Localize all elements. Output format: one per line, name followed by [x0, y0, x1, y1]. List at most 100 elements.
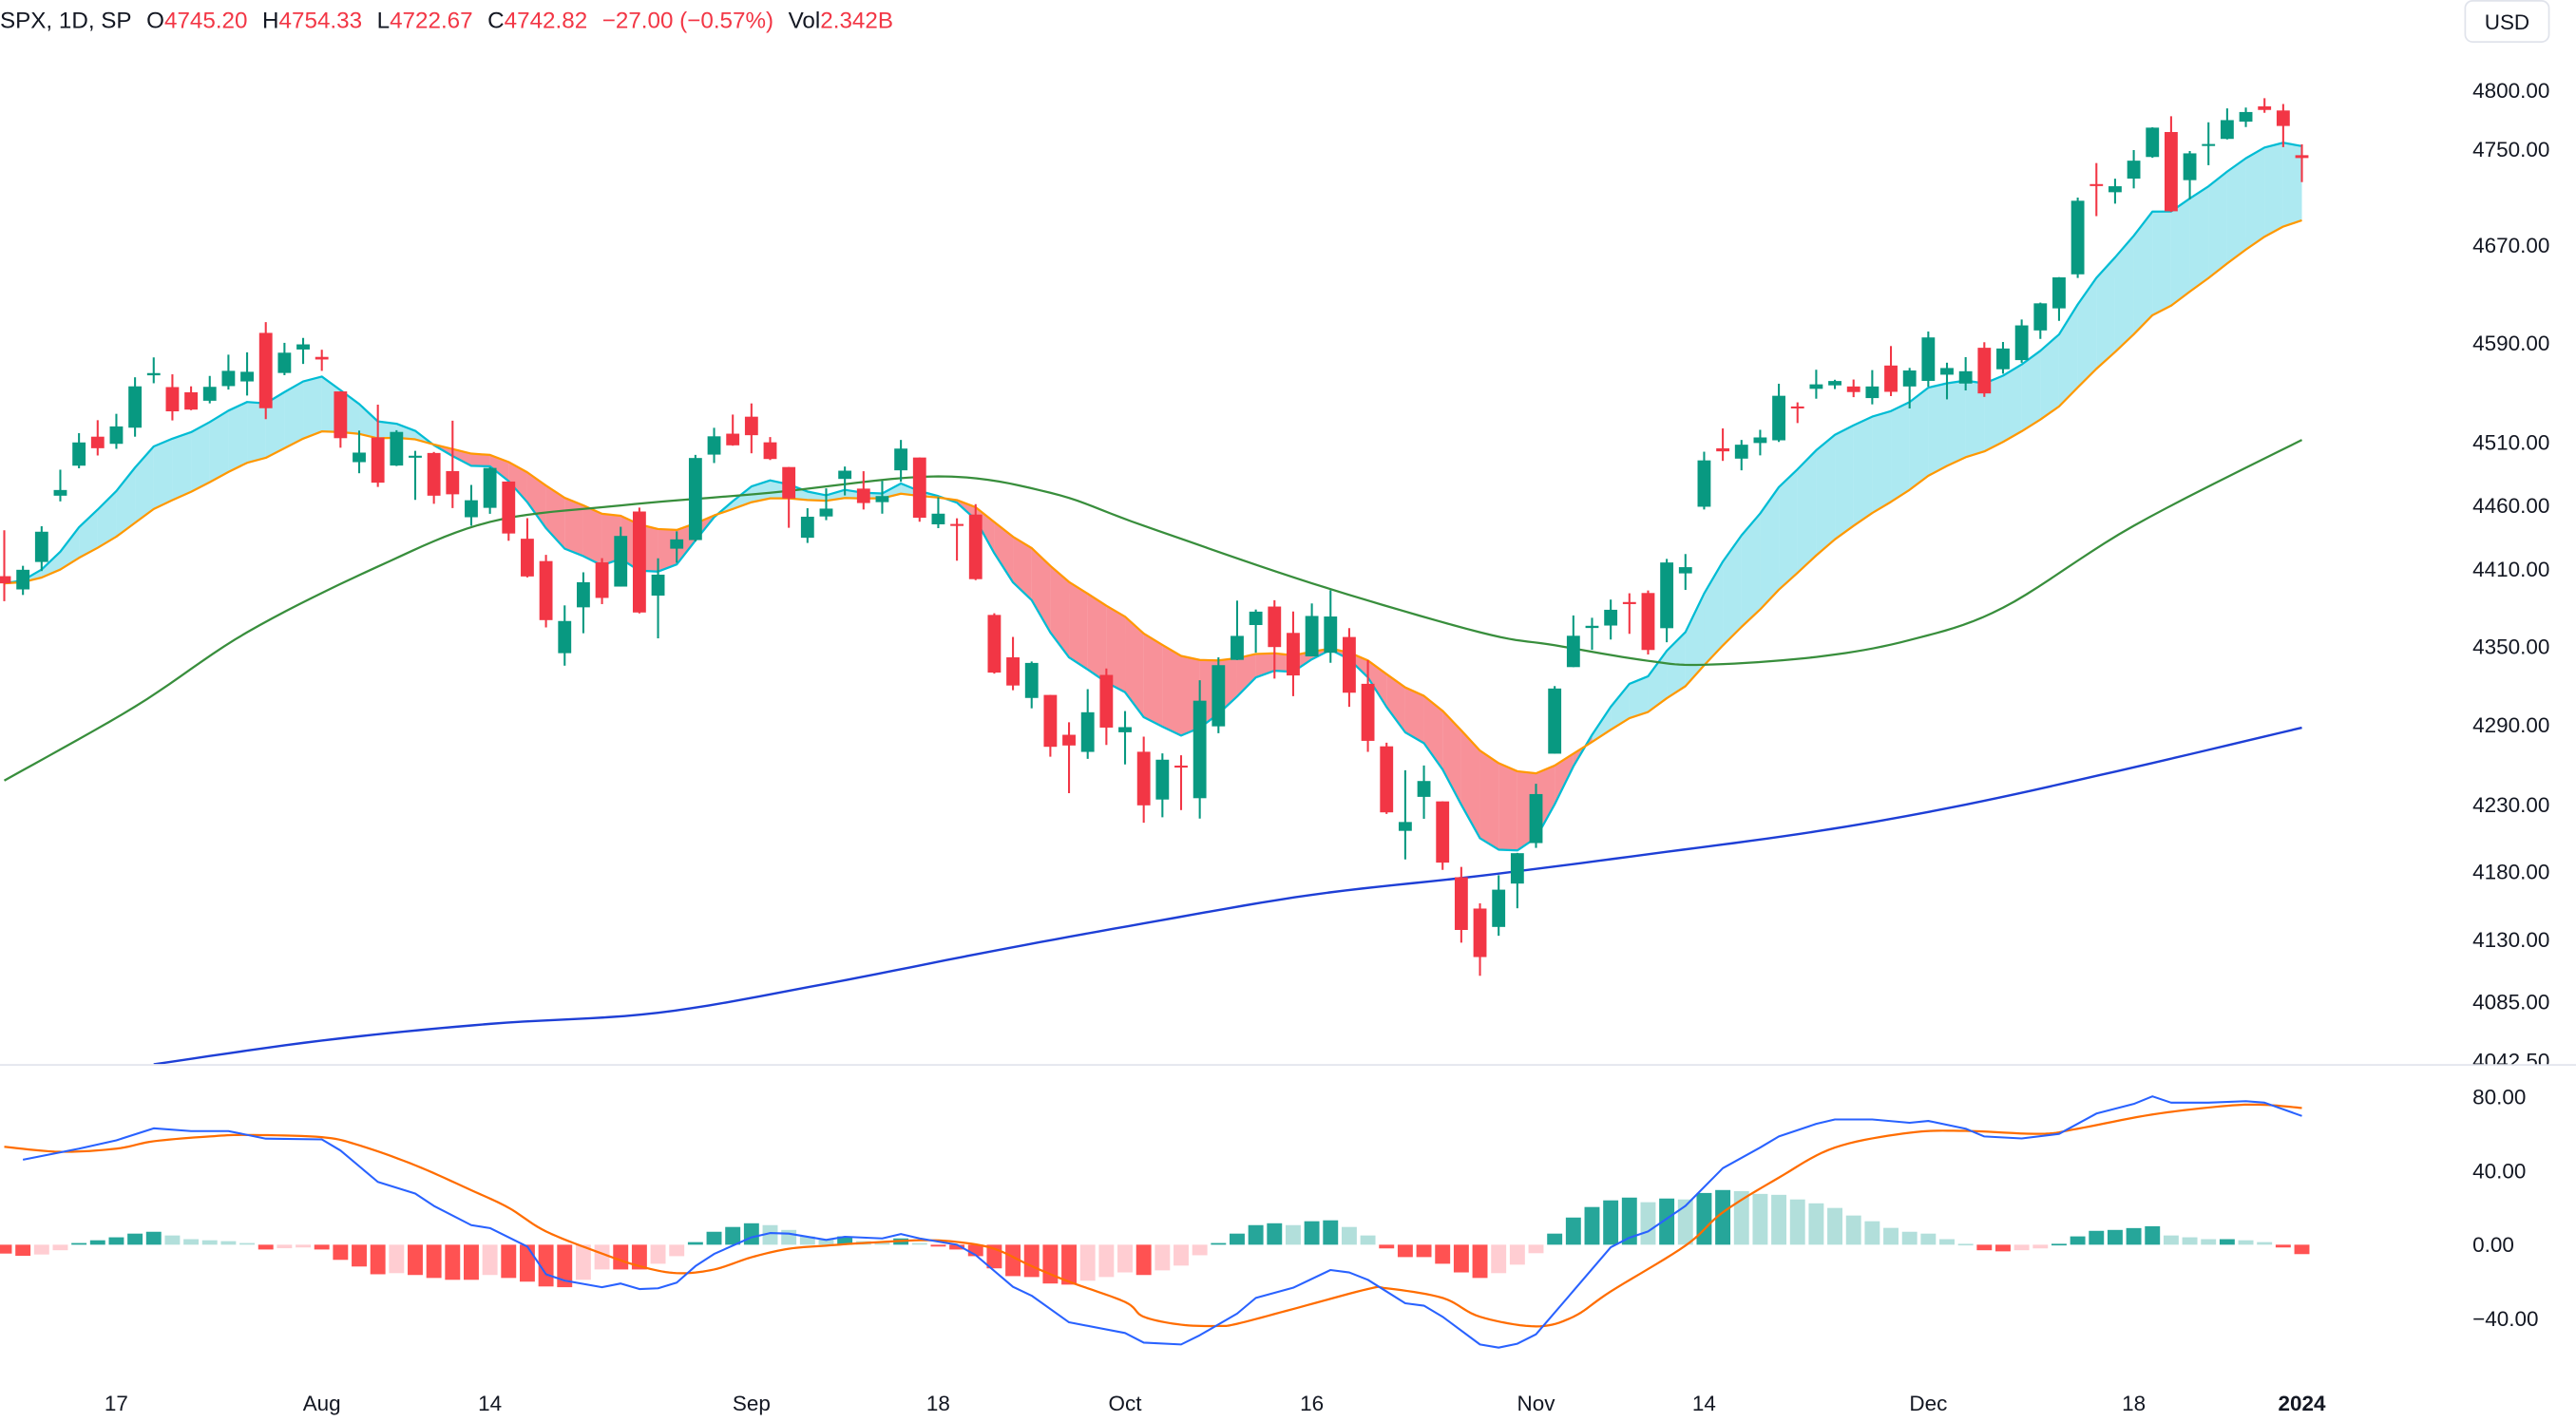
- candle-body: [950, 523, 964, 526]
- histogram-bar: [1154, 1244, 1171, 1271]
- candle: [614, 526, 628, 587]
- volume-value: 2.342B: [820, 6, 894, 33]
- histogram-bar: [277, 1244, 293, 1249]
- candles: [0, 98, 2309, 976]
- open-label: O: [146, 6, 164, 33]
- histogram-bar: [930, 1244, 946, 1247]
- candle: [1380, 742, 1394, 814]
- candle: [651, 558, 665, 639]
- candle-body: [1809, 384, 1823, 389]
- currency-button[interactable]: USD: [2464, 0, 2550, 43]
- candle-body: [1417, 781, 1431, 797]
- histogram-bar: [519, 1244, 535, 1282]
- histogram-bar: [1957, 1243, 1974, 1246]
- cloud-segment-bearish: [489, 454, 509, 482]
- candle: [483, 466, 497, 514]
- candle: [1006, 636, 1020, 691]
- candle: [34, 526, 48, 572]
- histogram-bar: [1696, 1192, 1712, 1245]
- histogram-bar: [2089, 1230, 2105, 1245]
- candle-body: [614, 536, 628, 587]
- histogram-bar: [108, 1237, 124, 1245]
- cloud-segment-bullish: [2226, 158, 2246, 264]
- candle: [1212, 657, 1226, 733]
- candle: [1940, 362, 1954, 400]
- candle: [1136, 736, 1151, 824]
- candle-body: [1641, 593, 1655, 651]
- candle: [334, 391, 348, 448]
- candle: [521, 518, 534, 578]
- histogram-bar: [2294, 1244, 2310, 1255]
- candle-body: [521, 539, 534, 577]
- candle-body: [1492, 889, 1506, 927]
- time-tick-label: Nov: [1517, 1392, 1556, 1415]
- price-axis[interactable]: 4800.00 4750.00 4670.00 4590.00 4510.00 4460.…: [2472, 79, 2549, 1073]
- cloud-segment-bullish: [1816, 434, 1836, 556]
- histogram-bar: [1509, 1244, 1525, 1265]
- histogram-bar: [370, 1244, 386, 1275]
- candle: [856, 471, 870, 510]
- macd-axis[interactable]: 80.00 40.00 0.00 −40.00: [2472, 1086, 2538, 1331]
- candle-body: [744, 416, 758, 436]
- macd-pane[interactable]: [0, 1095, 2310, 1349]
- high-label: H: [262, 6, 279, 33]
- candle-body: [856, 488, 870, 503]
- histogram-bar: [1939, 1239, 1955, 1245]
- histogram-bar: [1659, 1198, 1675, 1245]
- histogram-bar: [2013, 1244, 2030, 1251]
- histogram-bar: [613, 1244, 629, 1270]
- candle-body: [1697, 460, 1711, 507]
- histogram-bar: [1715, 1189, 1731, 1245]
- cloud-segment-bullish: [807, 491, 827, 502]
- cloud-segment-bullish: [2282, 142, 2302, 227]
- time-axis[interactable]: 17 Aug 14 Sep 18 Oct 16 Nov 14 Dec 18 2024: [105, 1392, 2326, 1415]
- candle-body: [2146, 127, 2160, 158]
- candle: [1585, 617, 1599, 651]
- candle: [2127, 149, 2141, 189]
- candle-body: [353, 452, 366, 463]
- histogram-bar: [333, 1244, 349, 1261]
- candle-body: [651, 574, 665, 597]
- time-tick-label: 14: [1692, 1392, 1716, 1415]
- candle-body: [782, 466, 796, 499]
- cloud-segment-bullish: [247, 402, 266, 464]
- histogram-bar: [1267, 1223, 1283, 1245]
- cloud-segment-bullish: [2021, 351, 2041, 432]
- cloud-segment-bullish: [1835, 425, 1854, 540]
- candle-body: [2127, 161, 2141, 180]
- candle: [446, 420, 460, 508]
- cloud-segment-bullish: [1891, 402, 1910, 502]
- price-tick-label: 4800.00: [2472, 79, 2549, 103]
- histogram-bar: [1435, 1244, 1451, 1264]
- histogram-bar: [2257, 1242, 2273, 1245]
- candle: [1043, 694, 1058, 757]
- histogram-bar: [2219, 1239, 2235, 1245]
- candle-body: [465, 500, 478, 518]
- candle-body: [2220, 120, 2234, 140]
- candle-body: [632, 511, 646, 613]
- histogram-bar: [2126, 1227, 2142, 1245]
- candle: [763, 437, 777, 461]
- candle-body: [1118, 727, 1132, 732]
- candle: [2220, 108, 2234, 140]
- candle: [726, 414, 740, 446]
- price-pane[interactable]: [0, 98, 2309, 1065]
- histogram-bar: [1416, 1244, 1432, 1258]
- candle: [1249, 609, 1263, 654]
- candle: [2202, 122, 2216, 165]
- candle-body: [2239, 111, 2253, 123]
- candle: [1828, 379, 1841, 389]
- histogram-bar: [781, 1229, 797, 1245]
- cloud-segment-bearish: [526, 472, 546, 529]
- candle-body: [334, 391, 348, 439]
- candle: [1287, 611, 1300, 696]
- candle: [1080, 689, 1095, 759]
- cloud-segment-bearish: [1069, 581, 1088, 670]
- symbol-label[interactable]: SPX, 1D, SP: [0, 6, 132, 33]
- candle-body: [726, 433, 740, 446]
- histogram-bar: [239, 1242, 256, 1245]
- histogram-bar: [314, 1244, 330, 1250]
- cloud-segment-bullish: [2096, 256, 2115, 370]
- candle-body: [1174, 765, 1188, 768]
